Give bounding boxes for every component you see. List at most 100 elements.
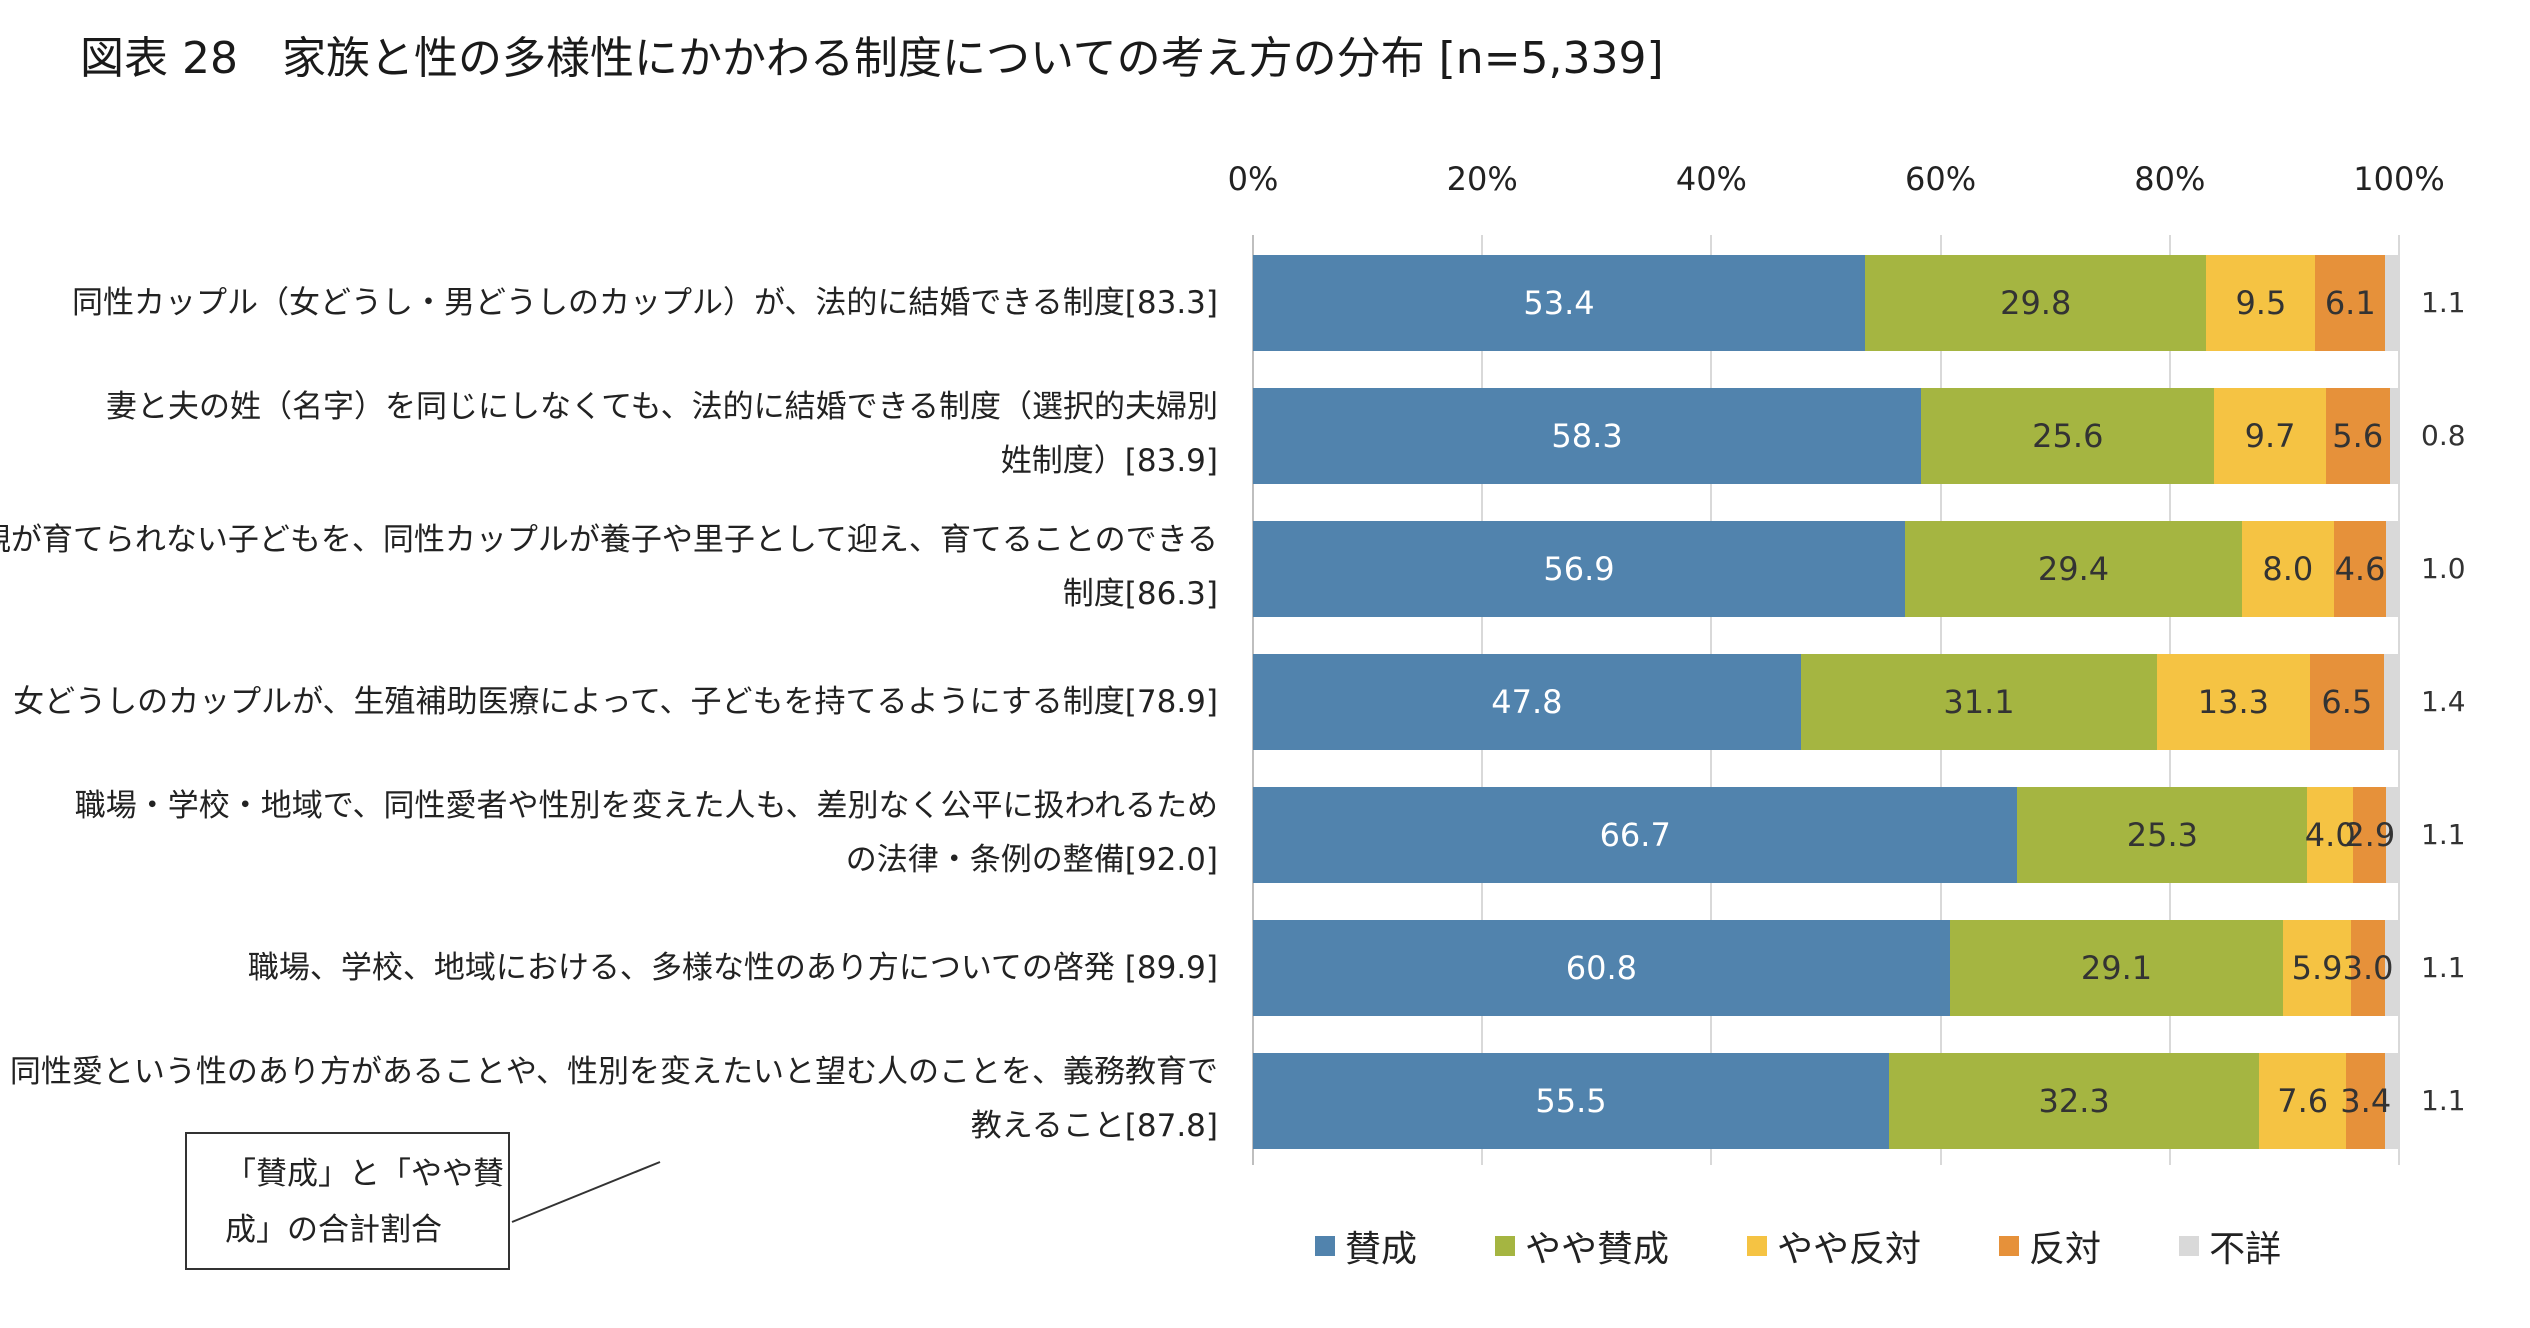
bar-segment: 6.1 [2315,255,2386,351]
data-label: 25.6 [2032,417,2104,455]
x-tick-label: 100% [2353,160,2445,198]
bar-segment [2385,1053,2398,1149]
data-label: 29.1 [2080,949,2153,987]
legend-item: やや反対 [1747,1220,1921,1272]
chart-title: 図表 28 家族と性の多様性にかかわる制度についての考え方の分布 [n=5,33… [80,33,1664,84]
bar-segment: 32.3 [1889,1053,2260,1149]
bar-segment [2386,521,2398,617]
category-label: 親が育てられない子どもを、同性カップルが養子や里子として迎え、育てることのできる… [0,522,1218,612]
bar-segment: 3.0 [2343,920,2394,1016]
data-label: 53.4 [1523,284,1595,322]
data-label: 5.9 [2291,949,2343,987]
data-label: 4.6 [2334,550,2386,588]
legend-swatch [1495,1236,1516,1256]
category-label: 職場、学校、地域における、多様な性のあり方についての啓発 [89.9] [247,950,1218,986]
legend-item: 賛成 [1315,1220,1417,1272]
data-label: 31.1 [1943,683,2015,721]
data-label: 1.4 [2421,685,2466,718]
category-label: 妻と夫の姓（名字）を同じにしなくても、法的に結婚できる制度（選択的夫婦別 姓制度）… [106,389,1218,479]
note-box: 「賛成」と「やや賛 成」の合計割合 [185,1132,510,1270]
x-tick-label: 40% [1675,160,1747,198]
bar-segment: 53.4 [1253,255,1865,351]
bar-segment: 29.4 [1905,521,2242,617]
bar-segment [2386,787,2399,883]
bar-segment: 5.9 [2283,920,2351,1016]
bar-segment [2385,255,2398,351]
stacked-bar: 60.8 29.1 5.9 3.0 [1253,920,2398,1016]
note-line-2: 成」の合計割合 [225,1212,442,1248]
data-label: 9.5 [2235,284,2287,322]
data-label: 5.6 [2332,417,2384,455]
bar-segment: 25.6 [1921,388,2215,484]
data-label: 4.0 [2304,816,2356,854]
bar-segment: 56.9 [1253,521,1906,617]
bar-segment: 8.0 [2241,521,2334,617]
bar-segment: 31.1 [1800,654,2158,750]
data-label: 25.3 [2126,816,2198,854]
category-label: 同性愛という性のあり方があることや、性別を変えたいと望む人のことを、義務教育で教… [9,1054,1218,1144]
legend-item: やや賛成 [1495,1220,1669,1272]
bar-segment: 5.6 [2325,388,2390,484]
data-label: 3.4 [2340,1082,2392,1120]
stacked-bar: 47.8 31.1 13.3 6.5 [1253,654,2401,750]
bar-segment: 3.4 [2340,1053,2391,1149]
legend-item: 反対 [1999,1220,2101,1272]
data-label: 1.0 [2421,552,2466,585]
data-label: 66.7 [1599,816,1671,854]
stacked-bar: 55.5 32.3 7.6 3.4 [1253,1053,2398,1149]
data-label: 6.5 [2321,683,2373,721]
x-tick-label: 20% [1446,160,1518,198]
bar-segment: 9.7 [2214,388,2326,484]
data-label: 0.8 [2421,419,2466,452]
bar-segment: 4.6 [2333,521,2387,617]
data-label: 29.8 [2000,284,2072,322]
bar-segment [2384,654,2401,750]
data-label: 1.1 [2421,818,2466,851]
data-label: 60.8 [1565,949,1637,987]
data-label: 7.6 [2277,1082,2329,1120]
legend-swatch [1999,1236,2020,1256]
stacked-bar: 58.3 25.6 9.7 5.6 [1253,388,2399,484]
legend-label: 不詳 [2209,1229,2282,1270]
bar-segment: 29.1 [1949,920,2284,1016]
category-label: 同性カップル（女どうし・男どうしのカップル）が、法的に結婚できる制度[83.3] [72,285,1218,321]
legend-swatch [2179,1236,2200,1256]
data-label: 29.4 [2037,550,2110,588]
data-label: 1.1 [2421,286,2466,319]
category-label: 女どうしのカップルが、生殖補助医療によって、子どもを持てるようにする制度[78.… [13,684,1218,720]
category-label: 職場・学校・地域で、同性愛者や性別を変えた人も、差別なく公平に扱われるため の法律… [74,788,1218,878]
note-line-1: 「賛成」と「やや賛 [225,1156,504,1192]
bar-segment: 60.8 [1253,920,1950,1016]
data-label: 13.3 [2197,683,2269,721]
data-label: 1.1 [2421,1084,2466,1117]
bar-segment: 25.3 [2017,787,2308,883]
legend-swatch [1747,1236,1768,1256]
legend-label: やや反対 [1777,1229,1922,1270]
data-label: 55.5 [1535,1082,1607,1120]
legend-label: 反対 [2029,1229,2102,1270]
stacked-bar: 66.7 25.3 4.0 2.9 [1253,787,2399,883]
bar-segment: 66.7 [1253,787,2018,883]
data-label: 3.0 [2342,949,2394,987]
legend-label: やや賛成 [1525,1229,1670,1270]
data-label: 58.3 [1551,417,1623,455]
bar-segment: 29.8 [1864,255,2207,351]
x-tick-label: 0% [1227,160,1279,198]
data-label: 9.7 [2244,417,2296,455]
data-label: 32.3 [2038,1082,2110,1120]
bar-segment: 13.3 [2157,654,2310,750]
bar-segment: 47.8 [1253,654,1801,750]
bar-segment: 55.5 [1253,1053,1890,1149]
data-label: 6.1 [2324,284,2376,322]
x-tick-label: 60% [1905,160,1977,198]
bar-segment: 4.0 [2304,787,2356,883]
legend-swatch [1315,1236,1335,1256]
stacked-bar: 56.9 29.4 8.0 4.6 [1253,521,2398,617]
stacked-bar: 53.4 29.8 9.5 6.1 [1253,255,2398,351]
bar-segment: 9.5 [2206,255,2316,351]
bar-segment [2385,920,2398,1016]
data-label: 2.9 [2344,816,2396,854]
data-label: 47.8 [1491,683,1563,721]
bar-segment [2389,388,2399,484]
